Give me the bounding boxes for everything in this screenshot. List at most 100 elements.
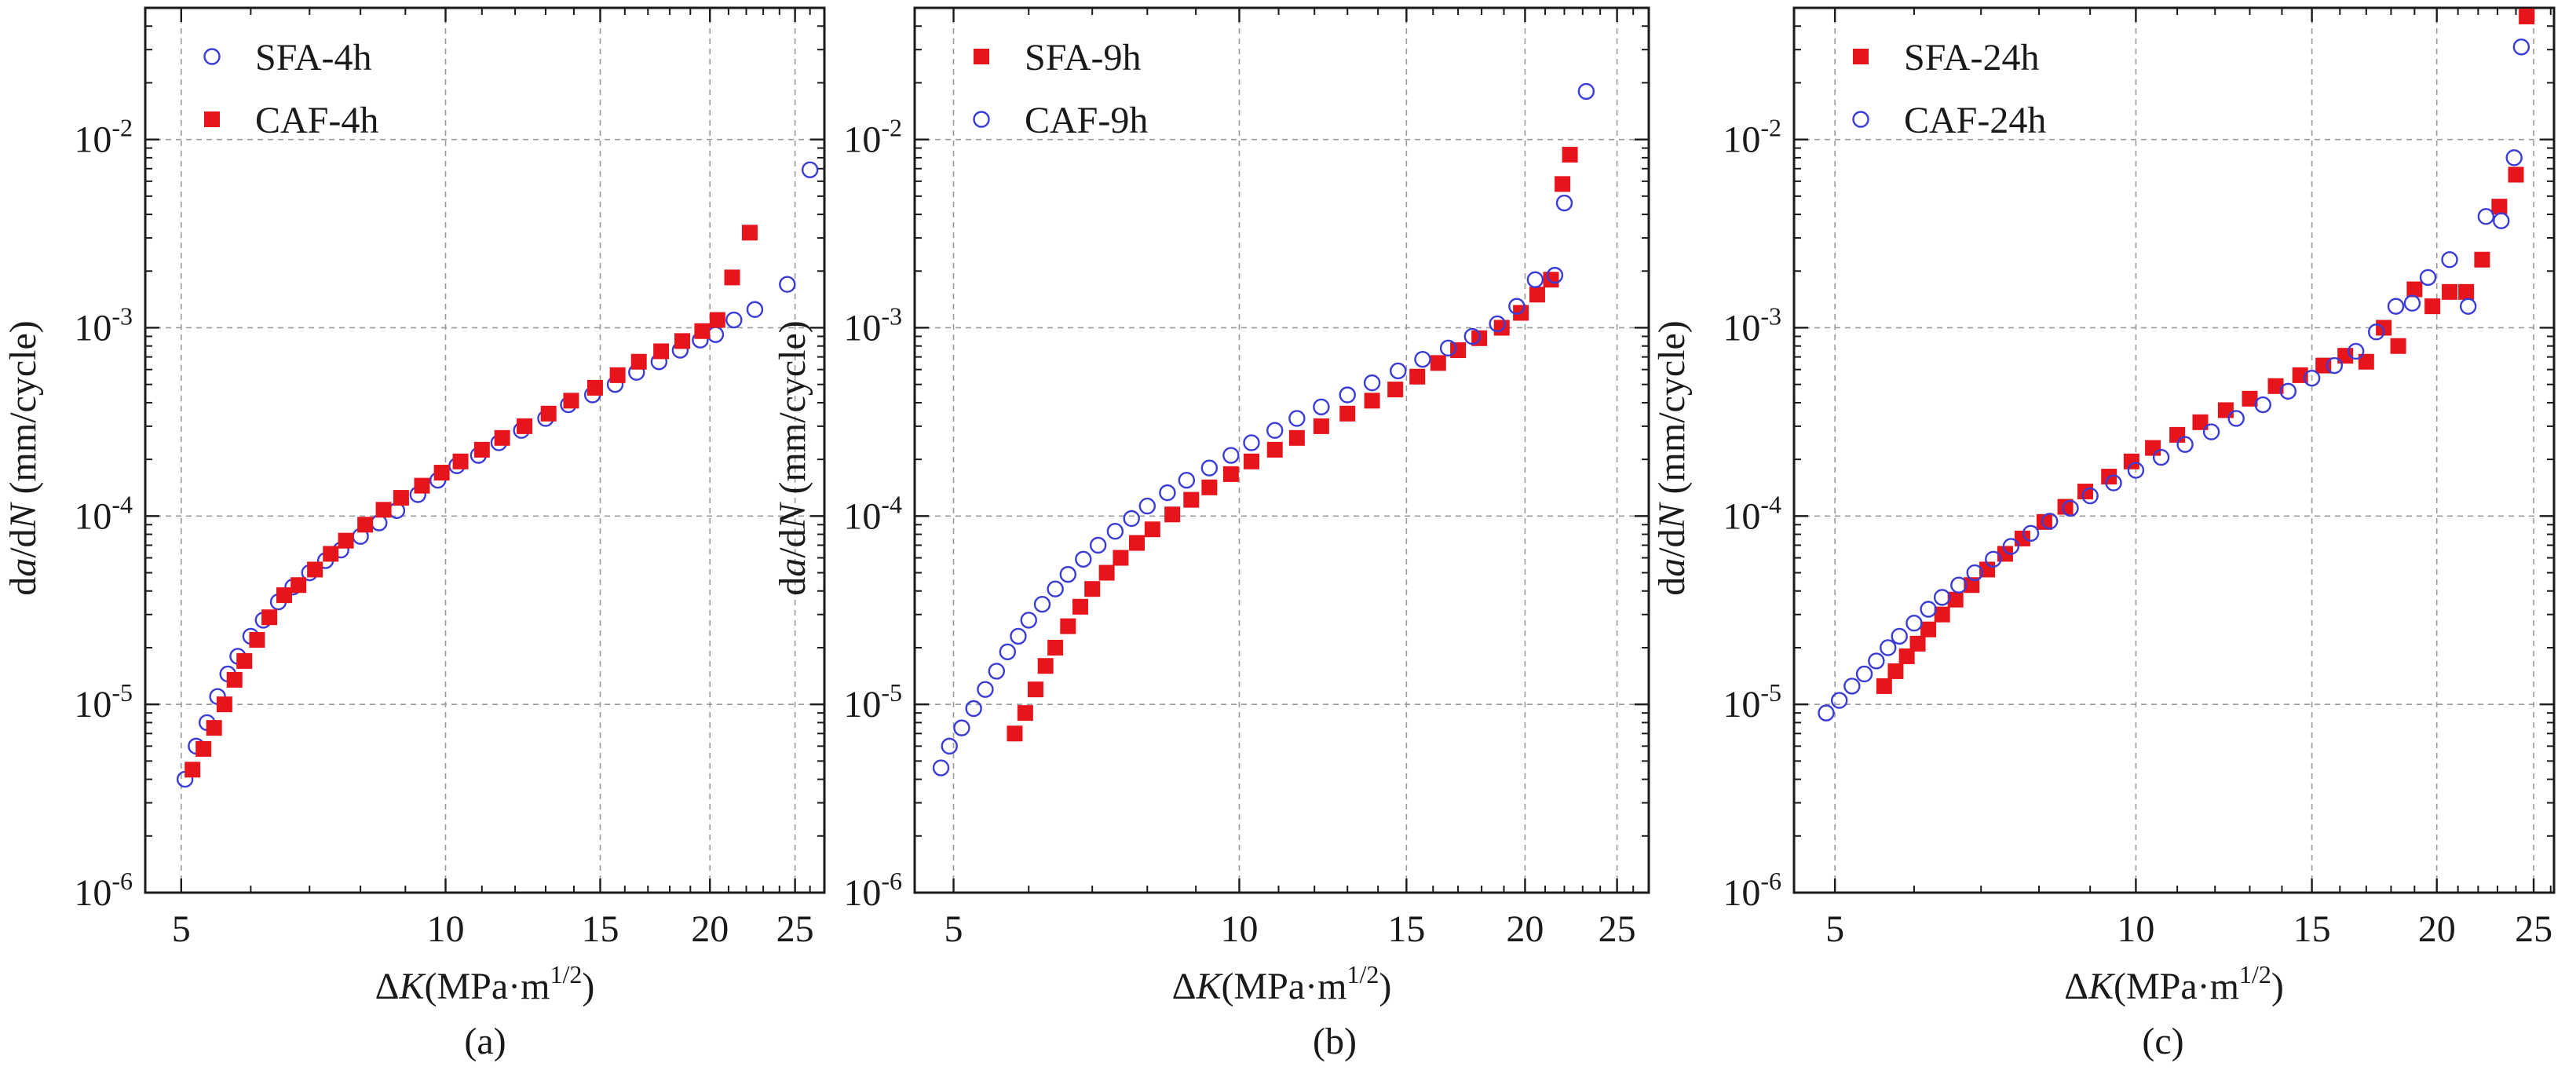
- data-point: [1526, 271, 1544, 288]
- legend-marker: [203, 48, 221, 65]
- y-tick-base: 10: [74, 307, 111, 349]
- data-point: [932, 759, 950, 776]
- y-tick-base: 10: [843, 872, 881, 914]
- data-point: [2145, 440, 2161, 456]
- legend: SFA-24h CAF-24h: [1852, 37, 2046, 141]
- data-point: [1555, 176, 1571, 192]
- x-tick-label: 15: [581, 908, 619, 950]
- data-point: [586, 379, 603, 396]
- data-point: [2347, 342, 2365, 360]
- data-point: [1887, 663, 1904, 679]
- data-point: [433, 465, 450, 481]
- data-point: [1555, 194, 1573, 212]
- y-tick-base: 10: [74, 119, 111, 161]
- y-tick-base: 10: [843, 119, 881, 161]
- xlabel-part: (MPa·m: [1222, 966, 1347, 1007]
- y-tick-exponent: -5: [1760, 678, 1781, 707]
- data-point: [2390, 338, 2406, 354]
- data-point: [2477, 208, 2495, 225]
- data-point: [1543, 272, 1559, 288]
- y-axis-label: da/dN (mm/cycle): [772, 320, 813, 596]
- data-point: [1200, 459, 1219, 477]
- data-point: [1409, 368, 1426, 385]
- data-point: [2424, 298, 2441, 315]
- data-point: [2376, 320, 2392, 336]
- data-point: [2442, 283, 2458, 300]
- ylabel-part: N: [772, 501, 813, 529]
- data-point: [1138, 497, 1156, 515]
- y-tick-exponent: -2: [111, 114, 133, 142]
- data-point: [2267, 378, 2284, 394]
- ylabel-part: N: [1651, 501, 1693, 529]
- data-point: [494, 429, 510, 446]
- data-point: [2406, 281, 2423, 298]
- y-tick-exponent: -2: [881, 114, 902, 142]
- data-point: [1017, 705, 1033, 722]
- data-point: [1950, 576, 1968, 594]
- data-point: [2014, 530, 2030, 546]
- y-tick-label: 10-3: [843, 301, 902, 349]
- data-point: [1562, 147, 1578, 163]
- data-point: [1947, 591, 1964, 608]
- legend-label: CAF-24h: [1904, 100, 2046, 141]
- y-tick-base: 10: [1723, 872, 1760, 914]
- y-tick-label: 10-4: [843, 490, 902, 537]
- x-tick-label: 5: [945, 908, 963, 950]
- data-point: [999, 643, 1017, 661]
- ylabel-part: (mm/cycle): [772, 320, 813, 503]
- y-tick-exponent: -6: [111, 867, 133, 895]
- data-point: [1876, 678, 1892, 694]
- ylabel-part: a: [2, 558, 44, 577]
- y-tick-exponent: -6: [1760, 867, 1781, 895]
- y-tick-base: 10: [74, 872, 111, 914]
- y-tick-label: 10-2: [74, 114, 133, 161]
- y-tick-label: 10-3: [1723, 301, 1781, 349]
- data-point: [1843, 678, 1861, 695]
- data-point: [1920, 621, 1937, 637]
- y-tick-label: 10-2: [1723, 114, 1781, 161]
- data-point: [1047, 580, 1064, 597]
- data-point: [965, 700, 982, 718]
- data-point: [1964, 577, 1980, 594]
- data-point: [2505, 149, 2523, 166]
- data-point: [1144, 521, 1160, 538]
- legend-label: SFA-9h: [1025, 37, 1141, 79]
- data-point: [1934, 606, 1950, 623]
- y-tick-exponent: -3: [881, 301, 902, 330]
- y-tick-base: 10: [1723, 119, 1760, 161]
- x-tick-label: 20: [691, 908, 729, 950]
- xlabel-part: Δ: [2064, 966, 2088, 1007]
- legend-label: CAF-9h: [1025, 100, 1148, 141]
- y-tick-exponent: -4: [111, 490, 133, 518]
- data-point: [2169, 426, 2186, 443]
- ylabel-part: a: [1651, 558, 1693, 577]
- ylabel-part: d: [1651, 577, 1693, 596]
- data-point: [2041, 513, 2059, 530]
- ylabel-part: (mm/cycle): [1651, 320, 1693, 503]
- data-point: [216, 696, 232, 713]
- data-point: [1493, 320, 1510, 336]
- data-point: [2217, 402, 2234, 418]
- data-point: [2057, 499, 2074, 515]
- data-point: [2192, 414, 2209, 430]
- data-point: [323, 546, 339, 562]
- y-tick-label: 10-2: [843, 114, 902, 161]
- y-tick-label: 10-5: [74, 678, 133, 725]
- data-point: [2002, 538, 2020, 555]
- data-point: [2081, 487, 2099, 505]
- data-point: [977, 681, 994, 698]
- data-point: [609, 367, 626, 383]
- series-CAF-24h: [1818, 38, 2530, 722]
- plot-frame: [913, 6, 1650, 894]
- xlabel-part: 1/2: [550, 960, 583, 988]
- xlabel-part: K: [1196, 966, 1224, 1007]
- series-CAF-9h: [932, 82, 1595, 776]
- ylabel-part: /d: [2, 528, 44, 557]
- data-point: [674, 333, 690, 349]
- data-point: [375, 502, 392, 518]
- legend-label: SFA-4h: [255, 37, 371, 79]
- data-point: [1906, 615, 1923, 632]
- data-point: [1075, 550, 1092, 568]
- data-point: [2123, 453, 2139, 469]
